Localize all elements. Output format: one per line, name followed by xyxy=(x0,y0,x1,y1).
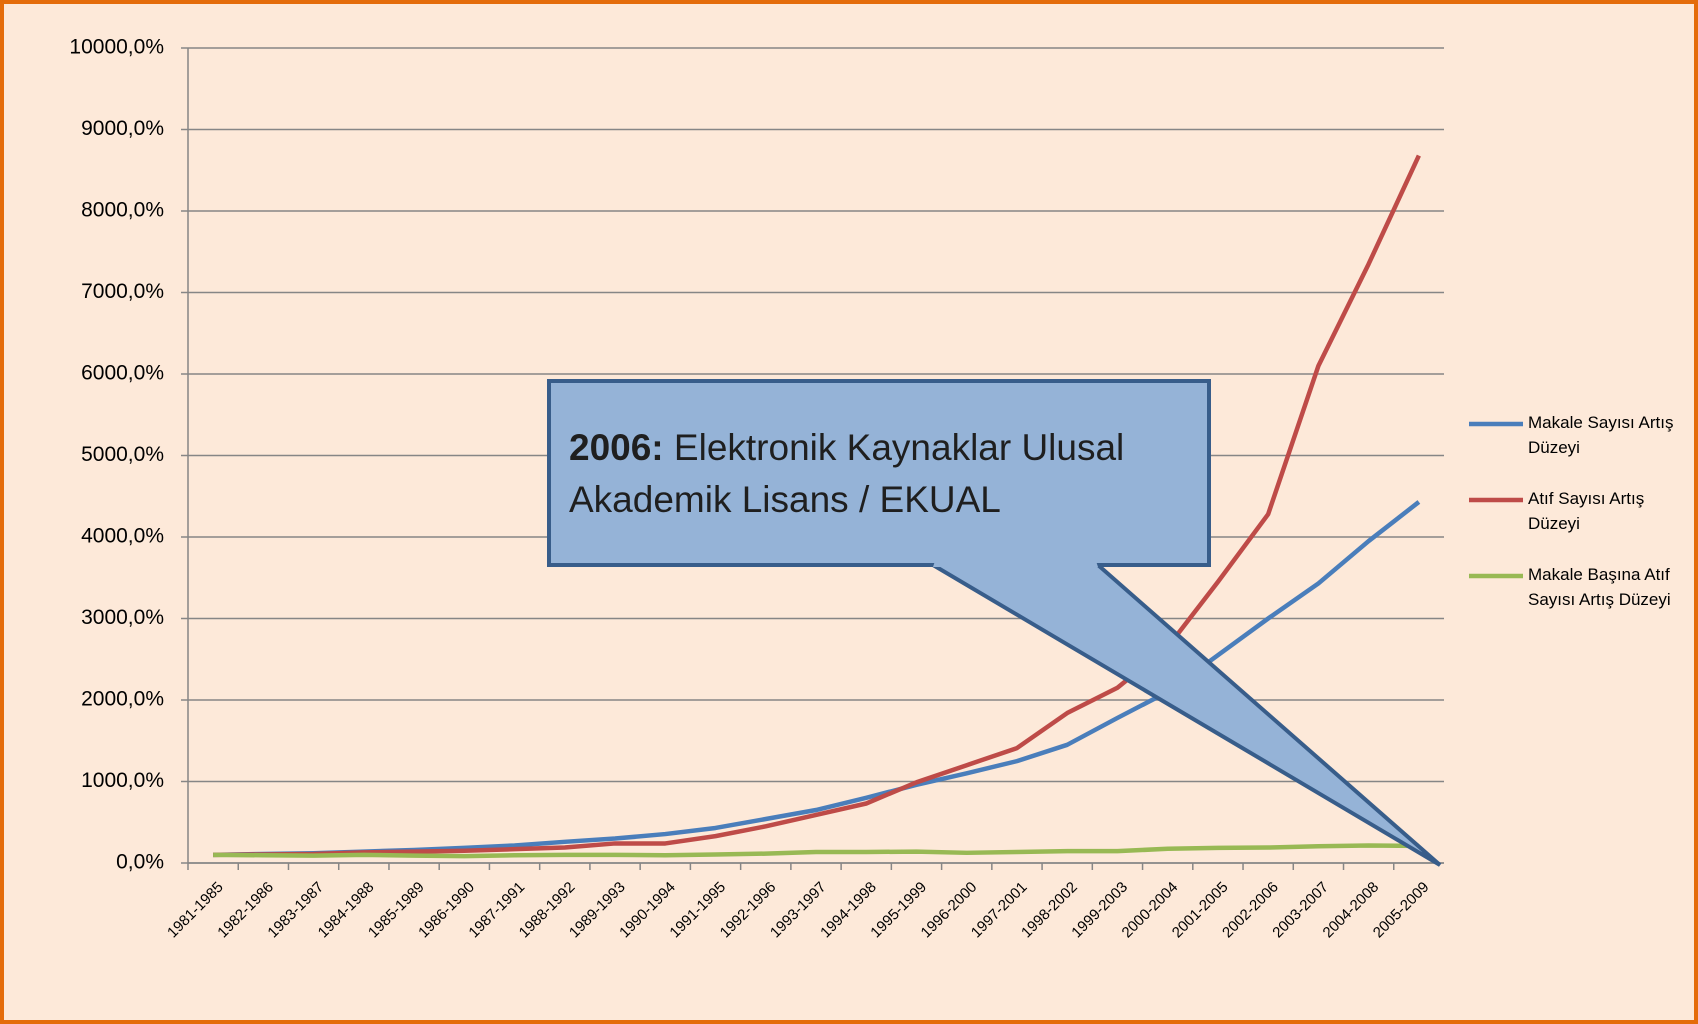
callout-join xyxy=(933,561,1098,567)
series-line xyxy=(213,154,1421,858)
legend-label: Atıf Sayısı Artış Düzeyi xyxy=(1528,489,1645,533)
callout-tail xyxy=(925,563,1442,867)
legend-label: Makale Başına Atıf Sayısı Artış Düzeyi xyxy=(1528,565,1671,609)
y-tick-label: 1000,0% xyxy=(81,769,164,792)
y-tick-label: 2000,0% xyxy=(81,688,164,711)
annotation-text: Elektronik Kaynaklar Ulusal Akademik Lis… xyxy=(569,427,1125,520)
y-tick-label: 10000,0% xyxy=(69,36,164,59)
annotation: 2006: Elektronik Kaynaklar Ulusal Akadem… xyxy=(569,422,1189,526)
y-tick-label: 0,0% xyxy=(116,851,164,874)
y-tick-label: 6000,0% xyxy=(81,362,164,385)
series-line xyxy=(213,843,1419,859)
y-tick-label: 7000,0% xyxy=(81,280,164,303)
y-tick-label: 9000,0% xyxy=(81,117,164,140)
legend-label: Makale Sayısı Artış Düzeyi xyxy=(1528,413,1674,457)
annotation-bold: 2006: xyxy=(569,427,664,468)
y-tick-label: 5000,0% xyxy=(81,443,164,466)
y-tick-label: 3000,0% xyxy=(81,606,164,629)
chart-svg: 0,0% 1000,0% 2000,0% 3000,0% 4000,0% 5000,0% 6… xyxy=(69,36,1523,941)
callout-box xyxy=(547,379,1211,567)
y-tick-label: 8000,0% xyxy=(81,199,164,222)
callout xyxy=(547,379,1442,867)
y-tick-label: 4000,0% xyxy=(81,525,164,548)
